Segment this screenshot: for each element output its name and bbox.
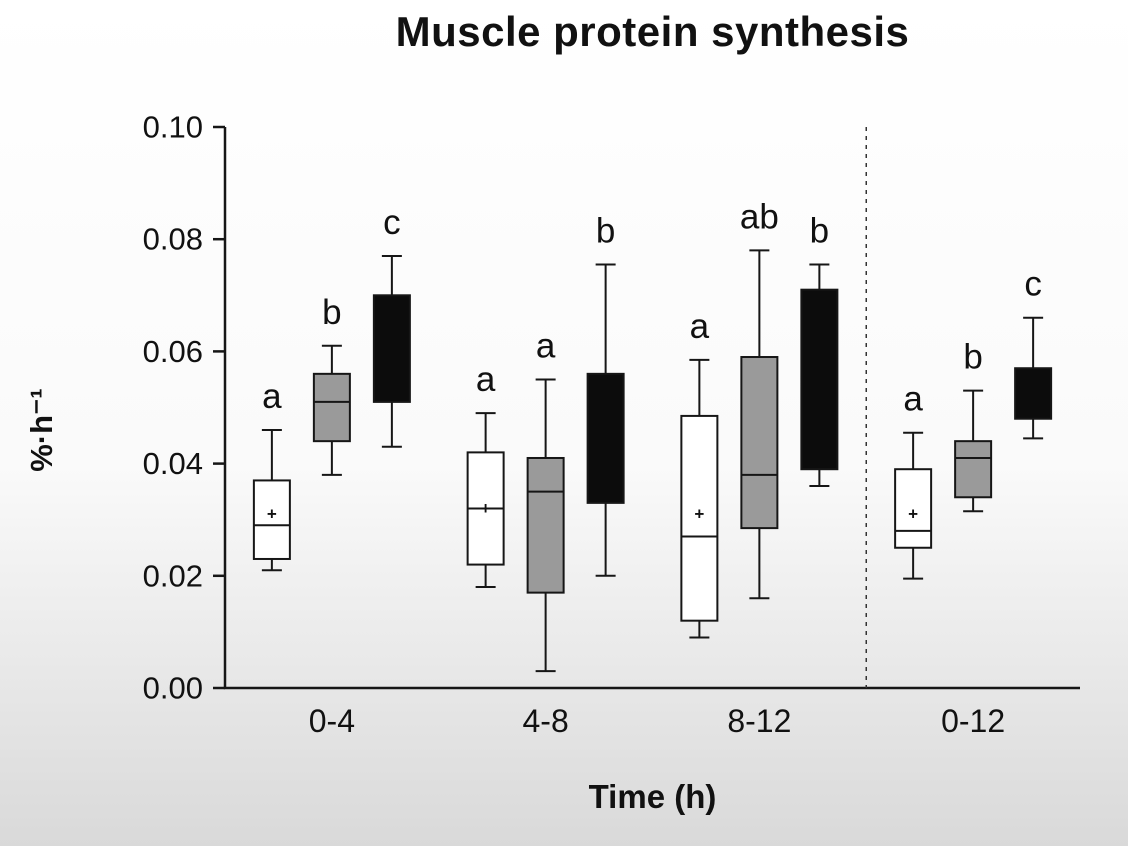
- mean-plus-marker: +: [908, 505, 918, 524]
- chart-title: Muscle protein synthesis: [395, 8, 910, 55]
- y-tick-label: 0.06: [143, 334, 203, 369]
- group-8-12: 8-12+aab b: [680, 197, 839, 739]
- box-gray-8-12: ab: [740, 197, 779, 600]
- y-tick-label: 0.10: [143, 110, 203, 145]
- iqr-box: [740, 356, 779, 530]
- y-tick-label: 0.08: [143, 222, 203, 257]
- y-tick-label: 0.00: [143, 671, 203, 706]
- box-black-4-8: b: [586, 211, 625, 577]
- y-axis-label: %·h⁻¹: [24, 388, 59, 472]
- box-white-8-12: +a: [680, 307, 719, 639]
- box-gray-0-4: b: [312, 293, 351, 476]
- group-0-4: 0-4+abc: [252, 203, 411, 739]
- iqr-box: [252, 479, 291, 560]
- significance-letter: a: [476, 360, 496, 399]
- x-tick-label: 8-12: [727, 703, 791, 739]
- iqr-box: [586, 372, 625, 504]
- iqr-box: [680, 414, 719, 622]
- significance-letter: b: [596, 211, 615, 250]
- x-tick-label: 0-4: [309, 703, 355, 739]
- x-tick-label: 4-8: [523, 703, 569, 739]
- group-0-12: 0-12+abc: [894, 265, 1053, 739]
- box-gray-4-8: a: [526, 326, 565, 673]
- iqr-box: [894, 468, 933, 549]
- significance-letter: a: [903, 380, 923, 419]
- mean-plus-marker: +: [694, 505, 704, 524]
- x-axis-label: Time (h): [588, 778, 717, 815]
- significance-letter: c: [1024, 265, 1042, 304]
- significance-letter: ab: [740, 197, 779, 236]
- y-tick-label: 0.02: [143, 558, 203, 593]
- box-black-0-12: c: [1014, 265, 1053, 440]
- iqr-box: [312, 372, 351, 443]
- box-white-0-4: +a: [252, 377, 291, 572]
- box-gray-0-12: b: [954, 338, 993, 513]
- mean-plus-marker: +: [481, 499, 491, 518]
- iqr-box: [954, 440, 993, 499]
- significance-letter: a: [262, 377, 282, 416]
- significance-letter: c: [383, 203, 401, 242]
- box-black-0-4: c: [372, 203, 411, 448]
- box-white-0-12: +a: [894, 380, 933, 580]
- iqr-box: [526, 456, 565, 594]
- x-tick-label: 0-12: [941, 703, 1005, 739]
- iqr-box: [800, 288, 839, 471]
- significance-letter: a: [536, 326, 556, 365]
- significance-letter: a: [690, 307, 710, 346]
- mean-plus-marker: +: [267, 505, 277, 524]
- iqr-box: [1014, 367, 1053, 420]
- significance-letter: b: [810, 211, 829, 250]
- significance-letter: b: [963, 338, 982, 377]
- iqr-box: [372, 294, 411, 403]
- y-tick-label: 0.04: [143, 446, 203, 481]
- box-black-8-12: b: [800, 211, 839, 488]
- box-white-4-8: +a: [466, 360, 505, 589]
- group-4-8: 4-8+aab: [466, 211, 625, 739]
- significance-letter: b: [322, 293, 341, 332]
